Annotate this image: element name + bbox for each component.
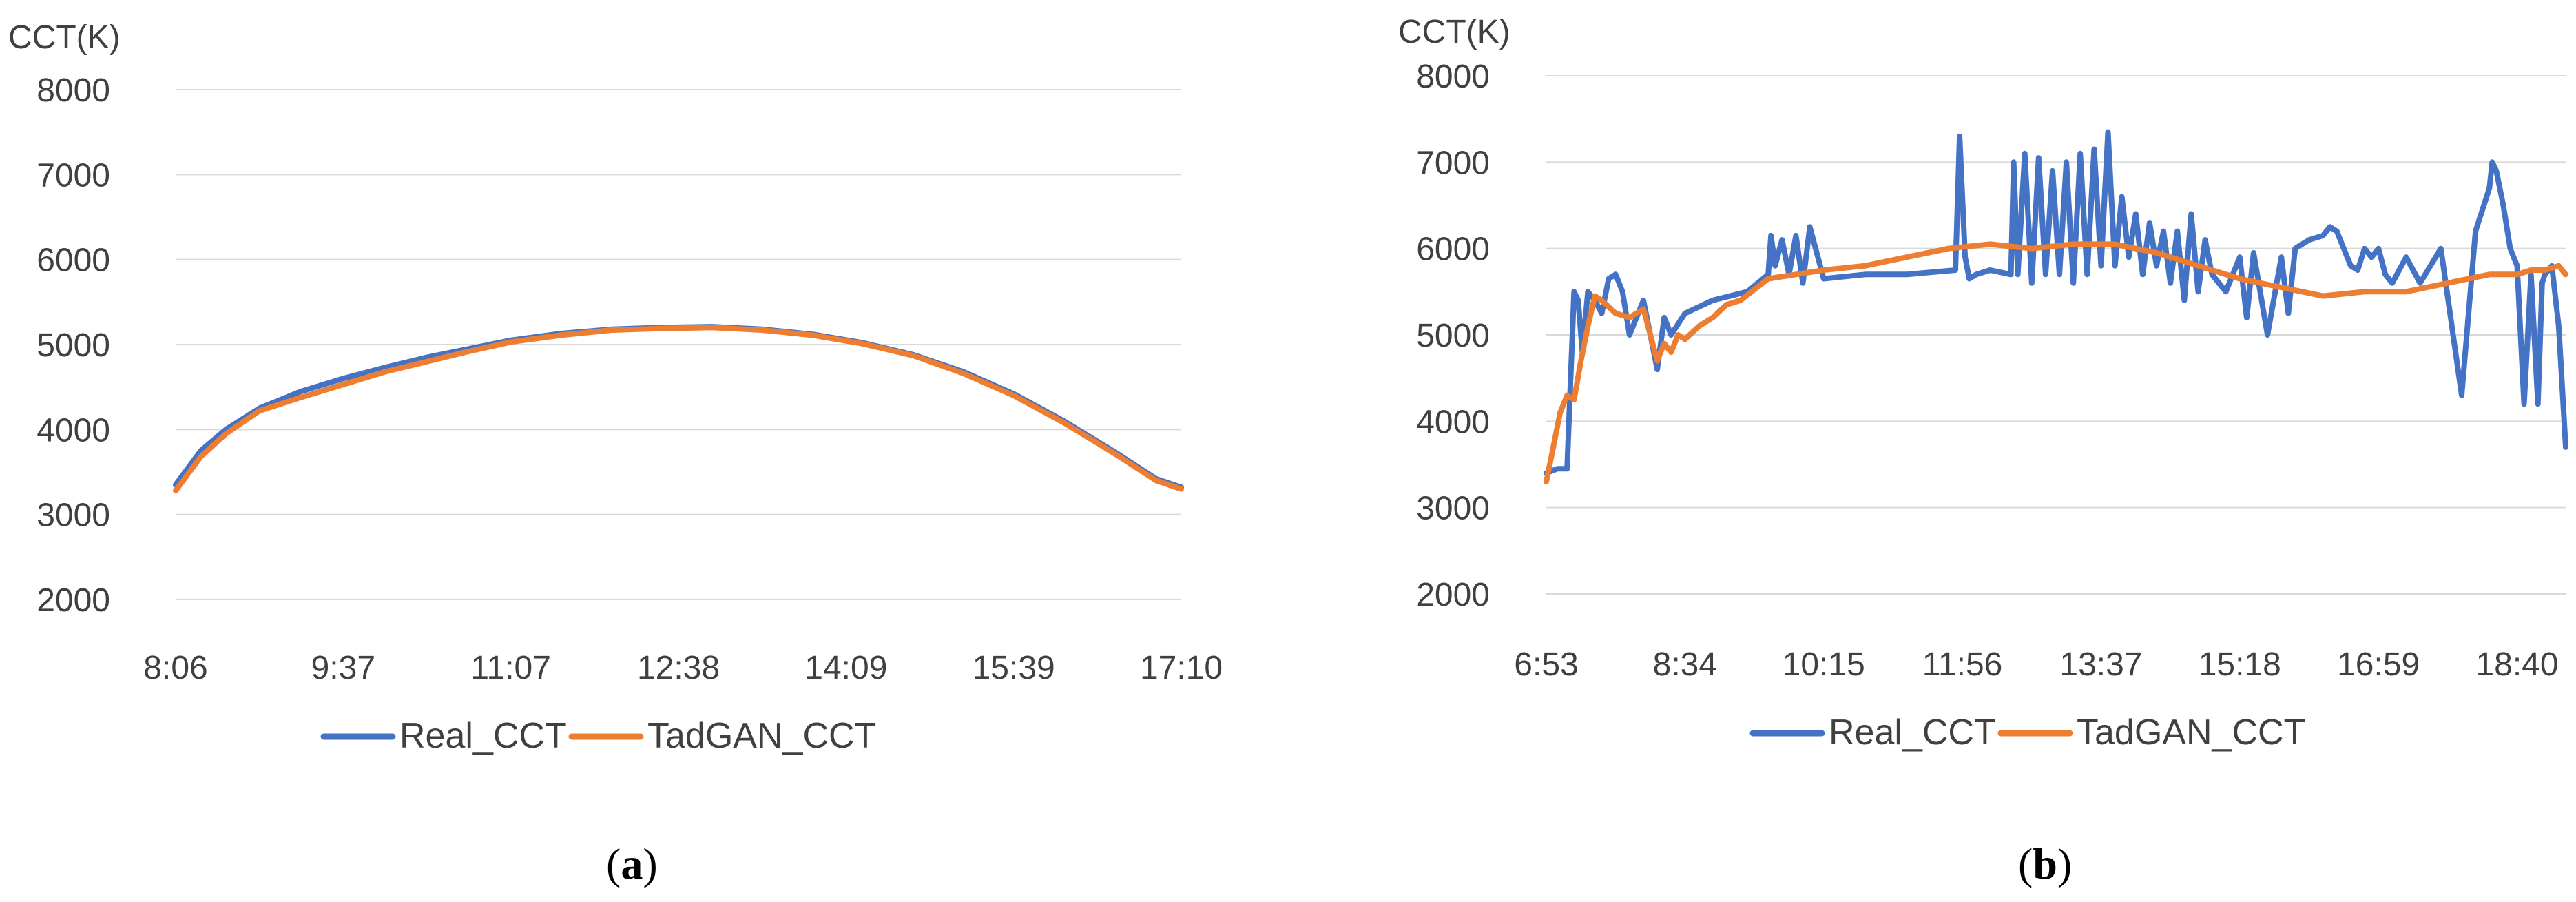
legend-item: Real_CCT [1749,713,1996,752]
y-tick-label: 2000 [1416,577,1490,613]
x-tick-label: 18:40 [2475,646,2558,683]
y-tick-label: 4000 [1416,404,1490,440]
legend-item: TadGAN_CCT [568,716,876,756]
legend-item: Real_CCT [320,716,567,756]
y-tick-label: 6000 [1416,232,1490,268]
panel-label-letter: b [2033,839,2057,888]
x-tick-label: 17:10 [1140,650,1223,686]
chart-panel-a: 2000 3000 4000 5000 6000 7000 8000 CCT(K) 8:06 9:… [8,19,1223,888]
panel-label-letter: a [621,839,643,888]
legend-label: Real_CCT [399,716,567,756]
y-tick-label: 8000 [1416,59,1490,95]
series-line-tadgan-cct [1544,241,2568,485]
y-tick-label: 4000 [37,412,110,449]
panel-label-open: ( [606,839,621,888]
x-tick-label: 15:18 [2199,646,2281,683]
x-tick-label: 8:06 [143,650,207,686]
x-tick-label: 10:15 [1783,646,1865,683]
y-tick-label: 7000 [37,157,110,194]
x-tick-label: 11:07 [470,650,551,686]
x-tick-label: 12:38 [637,650,720,686]
x-tick-label: 9:37 [311,650,375,686]
panel-label-open: ( [2018,839,2033,888]
y-tick-label: 5000 [1416,318,1490,354]
x-tick-label: 13:37 [2059,646,2142,683]
series-line-real-cct [1544,129,2568,476]
y-tick-label: 3000 [1416,491,1490,527]
x-tick-label: 15:39 [973,650,1055,686]
x-tick-label: 16:59 [2337,646,2420,683]
y-axis-title: CCT(K) [1398,14,1510,50]
y-axis-title: CCT(K) [8,19,121,56]
y-tick-label: 2000 [37,582,110,619]
x-tick-label: 6:53 [1514,646,1578,683]
y-tick-label: 8000 [37,72,110,109]
series-line-tadgan-cct [173,325,1184,494]
y-tick-label: 3000 [37,498,110,534]
panel-label-close: ) [643,839,657,888]
legend-label: Real_CCT [1829,713,1996,752]
legend-label: TadGAN_CCT [2077,713,2305,752]
panel-label-close: ) [2057,839,2072,888]
panel-label: (a) [606,839,658,888]
panel-label: (b) [2018,839,2072,888]
legend-item: TadGAN_CCT [1997,713,2305,752]
x-tick-label: 11:56 [1922,646,2003,683]
chart-panel-b: 2000 3000 4000 5000 6000 7000 8000 CCT(K) 6:53 8:… [1398,14,2568,888]
y-tick-label: 6000 [37,243,110,279]
x-tick-label: 8:34 [1653,646,1717,683]
legend-label: TadGAN_CCT [647,716,876,756]
y-tick-label: 7000 [1416,145,1490,181]
x-tick-label: 14:09 [804,650,887,686]
y-tick-label: 5000 [37,327,110,364]
